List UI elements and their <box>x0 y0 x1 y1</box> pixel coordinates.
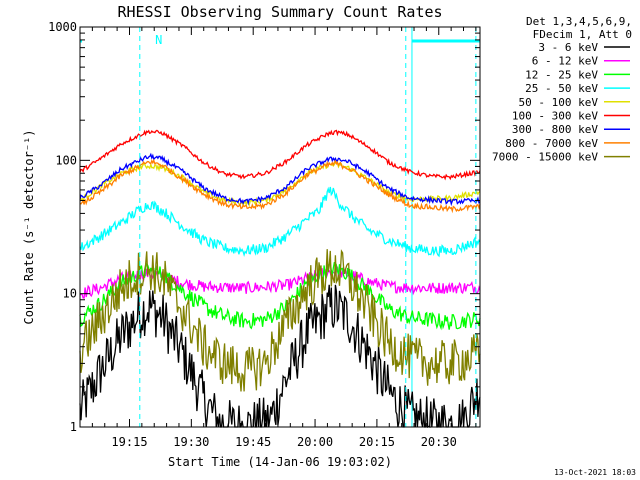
y-axis-label: Count Rate (s⁻¹ detector⁻¹) <box>22 129 36 324</box>
series-line-8 <box>79 249 481 392</box>
y-tick-label-1: 10 <box>63 287 77 301</box>
series-line-3 <box>79 186 481 258</box>
legend-label-6: 300 - 800 keV <box>512 123 598 136</box>
series-line-7 <box>79 158 481 214</box>
y-axis-ticks: 1 10 100 1000 <box>48 20 480 434</box>
legend-label-7: 800 - 7000 keV <box>505 137 598 150</box>
legend-label-8: 7000 - 15000 keV <box>492 151 598 164</box>
legend-label-2: 12 - 25 keV <box>525 68 598 81</box>
legend-header-decimation: FDecim 1, Att 0 <box>533 28 632 41</box>
series-line-5 <box>79 129 481 181</box>
x-tick-label-5: 20:30 <box>421 435 457 449</box>
chart-title: RHESSI Observing Summary Count Rates <box>117 3 442 21</box>
series-line-4 <box>79 161 481 208</box>
x-tick-label-1: 19:30 <box>173 435 209 449</box>
legend: Det 1,3,4,5,6,9, FDecim 1, Att 0 3 - 6 k… <box>492 15 632 164</box>
legend-label-3: 25 - 50 keV <box>525 82 598 95</box>
night-annotation: N <box>155 33 162 47</box>
plot-frame <box>79 26 481 428</box>
series-layer <box>79 129 481 429</box>
x-axis-label: Start Time (14-Jan-06 19:03:02) <box>168 455 392 469</box>
y-tick-label-3: 1000 <box>48 20 77 34</box>
series-line-0 <box>79 284 481 429</box>
x-tick-label-4: 20:15 <box>359 435 395 449</box>
x-tick-label-3: 20:00 <box>297 435 333 449</box>
x-axis-ticks: 19:15 19:30 19:45 20:00 20:15 20:30 <box>91 27 477 449</box>
series-line-6 <box>79 152 481 207</box>
legend-label-0: 3 - 6 keV <box>538 41 598 54</box>
legend-label-5: 100 - 300 keV <box>512 110 598 123</box>
legend-header-detectors: Det 1,3,4,5,6,9, <box>526 15 632 28</box>
timestamp: 13-Oct-2021 18:03 <box>554 468 636 477</box>
x-tick-label-2: 19:45 <box>235 435 271 449</box>
x-tick-label-0: 19:15 <box>111 435 147 449</box>
saa-marker-layer <box>139 27 477 427</box>
y-tick-label-0: 1 <box>70 420 77 434</box>
legend-label-4: 50 - 100 keV <box>519 96 599 109</box>
legend-label-1: 6 - 12 keV <box>532 55 599 68</box>
series-line-1 <box>79 266 481 299</box>
y-tick-label-2: 100 <box>55 153 77 167</box>
